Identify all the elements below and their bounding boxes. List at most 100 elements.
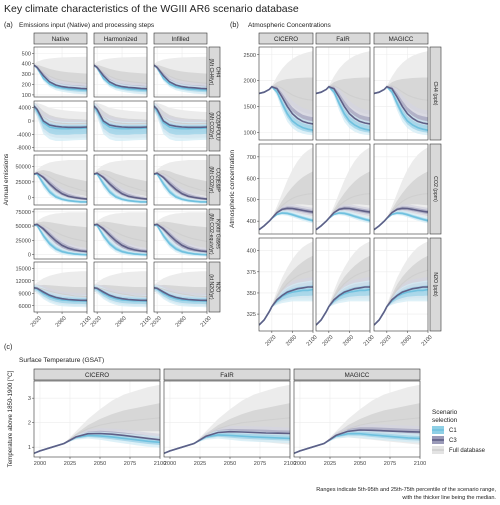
series-layer bbox=[316, 241, 370, 326]
panel-a-row-4-ytick-label: 9000 bbox=[19, 291, 31, 297]
full-database-median-line bbox=[34, 171, 87, 192]
c1-band-25-75 bbox=[374, 284, 428, 326]
panel-b-row-1-ytick-label: 700 bbox=[247, 155, 256, 161]
panel-c-xtick-label: 2075 bbox=[254, 461, 266, 467]
panel-a-column-1-strip-label: Harmonized bbox=[104, 36, 138, 43]
panel-c-ytick-label: 3 bbox=[28, 396, 31, 402]
full-database-median-line bbox=[94, 287, 147, 298]
series-layer bbox=[374, 51, 428, 136]
full-database-median-line bbox=[34, 64, 87, 84]
series-layer bbox=[259, 241, 313, 326]
c1-median-line bbox=[154, 172, 207, 203]
full-database-median-line bbox=[94, 171, 147, 192]
panel-b-row-1-strip-label: CO2 (ppm) bbox=[432, 176, 438, 202]
panel-a-tag: (a) bbox=[4, 20, 13, 29]
panel-border bbox=[373, 237, 429, 332]
facet-panel bbox=[93, 261, 148, 313]
panel-c-xtick-label: 2075 bbox=[384, 461, 396, 467]
panel-a-row-4-ytick-label: 15000 bbox=[15, 266, 31, 272]
c1-median-line bbox=[94, 224, 147, 256]
panel-border bbox=[93, 154, 148, 206]
panel-c-column-1-strip bbox=[163, 368, 291, 381]
panel-c-ytick-label: 2 bbox=[28, 421, 31, 427]
facet-panel bbox=[93, 154, 148, 206]
full-database-median-line bbox=[154, 64, 207, 84]
facet-panel bbox=[33, 261, 88, 313]
c3-median-line bbox=[94, 223, 147, 253]
panel-border bbox=[93, 208, 148, 260]
c3-median-line bbox=[34, 432, 160, 455]
panel-b-column-0-strip-label: CICERO bbox=[274, 36, 298, 43]
panel-b-row-0-strip-label: CH4 (ppb) bbox=[432, 82, 438, 106]
figure-title: Key climate characteristics of the WGIII… bbox=[4, 3, 299, 15]
c3-median-line bbox=[94, 287, 147, 302]
c3-median-line bbox=[154, 172, 207, 200]
panel-b-column-0-strip bbox=[258, 32, 314, 45]
panel-c-xtick-label: 2050 bbox=[354, 461, 366, 467]
panel-b-row-2-ytick-label: 350 bbox=[247, 291, 256, 297]
panel-a-row-1-ytick-label: -4000 bbox=[17, 132, 31, 138]
panel-b-row-1-strip bbox=[429, 143, 442, 235]
full-database-band-25-75 bbox=[374, 171, 428, 230]
c3-median-line bbox=[164, 430, 290, 455]
c3-median-line bbox=[34, 105, 87, 129]
c1-median-line bbox=[154, 64, 207, 91]
panel-border bbox=[163, 380, 291, 458]
facet-panel bbox=[153, 100, 208, 152]
facet-panel bbox=[258, 237, 314, 332]
panel-a-row-0-ytick-label: 300 bbox=[22, 72, 31, 78]
panel-a-xtick-label: 2060 bbox=[55, 315, 68, 328]
panel-c-tag: (c) bbox=[4, 342, 12, 351]
c3-median-line bbox=[34, 287, 87, 302]
facet-panel bbox=[258, 46, 314, 141]
panel-b-tag: (b) bbox=[230, 20, 239, 29]
panel-c-xtick-label: 2050 bbox=[224, 461, 236, 467]
facet-panel bbox=[33, 46, 88, 98]
panel-border bbox=[33, 208, 88, 260]
c3-band-25-75 bbox=[294, 427, 420, 454]
panel-a-row-2-ytick-label: 50000 bbox=[15, 164, 31, 170]
facet-panel bbox=[93, 208, 148, 260]
c3-median-line bbox=[259, 286, 313, 326]
panel-a-title: Emissions input (Native) and processing … bbox=[19, 22, 155, 29]
c1-median-line bbox=[154, 105, 207, 130]
panel-b-xtick-label: 2100 bbox=[421, 334, 434, 347]
panel-a-row-3-ytick-label: 25000 bbox=[15, 238, 31, 244]
series-layer bbox=[154, 160, 207, 204]
facet-panel bbox=[153, 46, 208, 98]
full-database-median-line bbox=[94, 105, 147, 125]
panel-c-xtick-label: 2100 bbox=[154, 461, 166, 467]
full-database-median-line bbox=[34, 287, 87, 298]
panel-a-row-4-strip-label: (kt N2O/yr) bbox=[208, 274, 214, 300]
facet-panel bbox=[33, 380, 161, 458]
c1-median-line bbox=[34, 224, 87, 256]
footnote-line-2: with the thicker line being the median. bbox=[401, 495, 496, 501]
c3-median-line bbox=[374, 207, 428, 231]
panel-a-row-1-strip bbox=[208, 100, 221, 152]
panel-a-row-1-ytick-label: -8000 bbox=[17, 146, 31, 152]
c3-median-line bbox=[316, 85, 370, 125]
series-layer bbox=[94, 102, 147, 141]
full-database-median-line bbox=[154, 223, 207, 242]
full-database-median-line bbox=[34, 105, 87, 125]
panel-a-row-1-strip-label: CO2|AFOLU bbox=[214, 111, 220, 141]
series-layer bbox=[34, 384, 160, 455]
facet-panel bbox=[315, 46, 371, 141]
panel-c-column-2-strip bbox=[293, 368, 421, 381]
panel-c-xtick-label: 2000 bbox=[294, 461, 306, 467]
panel-b-row-1-ytick-label: 500 bbox=[247, 198, 256, 204]
c3-median-line bbox=[34, 223, 87, 253]
facet-panel bbox=[293, 380, 421, 458]
panel-c-xtick-label: 2100 bbox=[414, 461, 426, 467]
panel-b-xtick-label: 2020 bbox=[265, 334, 278, 347]
legend-title: Scenario bbox=[432, 409, 458, 416]
panel-a-row-1-ytick-label: 0 bbox=[28, 119, 31, 125]
panel-b-column-2-strip-label: MAGICC bbox=[389, 36, 414, 43]
panel-border bbox=[153, 100, 208, 152]
panel-b-row-0-ytick-label: 1500 bbox=[244, 104, 256, 110]
panel-c-xtick-label: 2075 bbox=[124, 461, 136, 467]
panel-border bbox=[153, 261, 208, 313]
panel-a-row-3-ytick-label: 0 bbox=[28, 252, 31, 258]
